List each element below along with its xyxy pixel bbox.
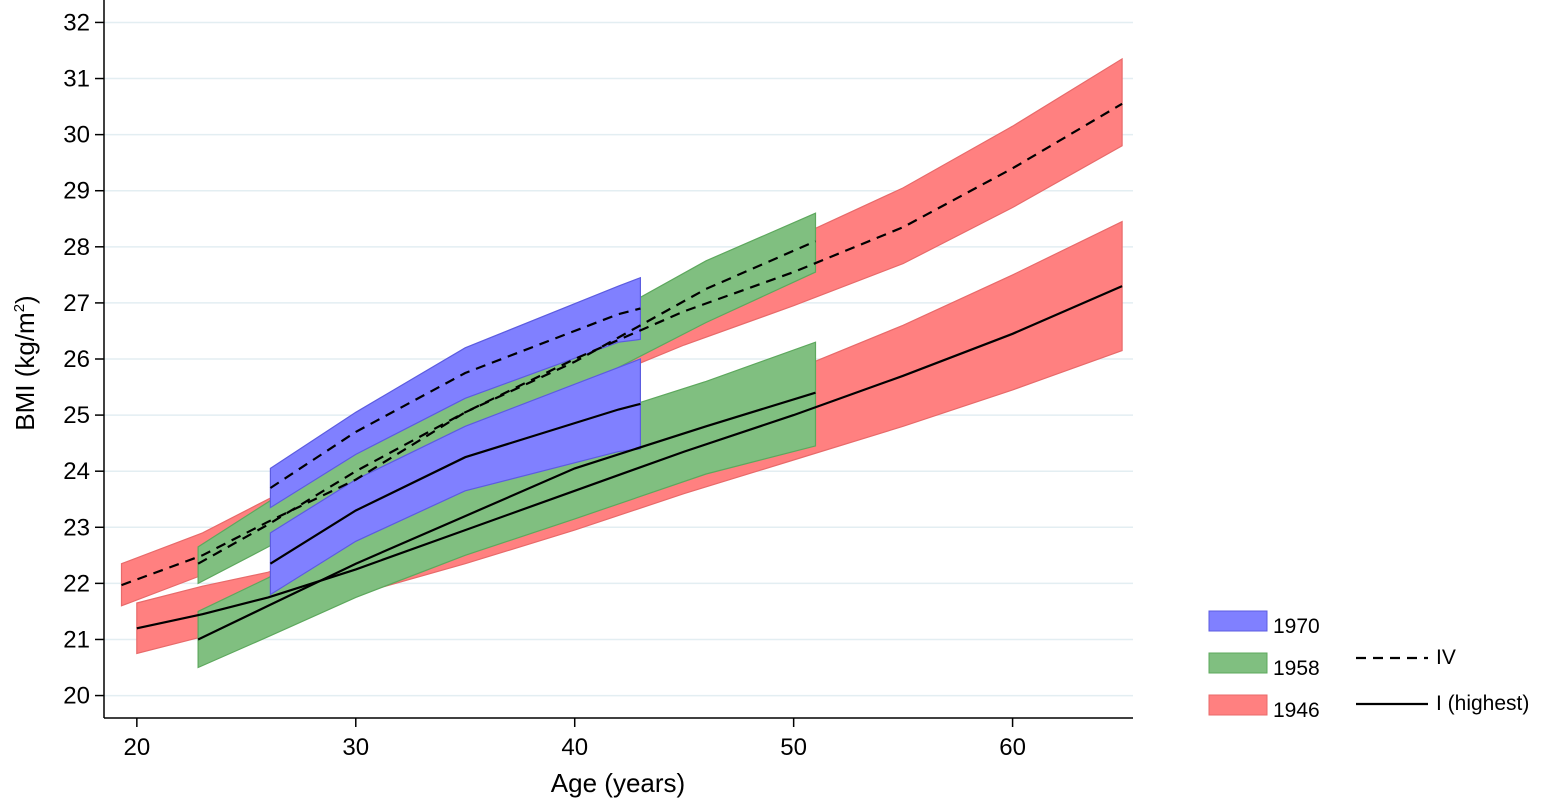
line-1970-dashed [269, 307, 641, 489]
line-1958-dashed [197, 240, 816, 565]
legend-line-label-solid: I (highest) [1436, 692, 1529, 715]
y-tick-label-31: 31 [63, 66, 90, 93]
x-tick-label-60: 60 [999, 734, 1026, 761]
y-tick-label-20: 20 [63, 683, 90, 710]
y-axis-title-main: BMI (kg/m [10, 312, 40, 430]
y-tick-label-30: 30 [63, 122, 90, 149]
y-tick-label-26: 26 [63, 346, 90, 373]
legend-label-1946: 1946 [1273, 699, 1320, 722]
x-tick-label-50: 50 [780, 734, 807, 761]
y-tick-label-32: 32 [63, 9, 90, 36]
y-tick-label-24: 24 [63, 458, 90, 485]
y-tick-label-21: 21 [63, 626, 90, 653]
line-1970-solid [269, 402, 641, 565]
y-tick-label-22: 22 [63, 570, 90, 597]
y-tick-label-29: 29 [63, 178, 90, 205]
line-1946-dashed [121, 102, 1123, 587]
band-1970-solid [269, 358, 642, 596]
legend-swatch-1958 [1208, 652, 1268, 674]
axes: 20 21 22 23 24 25 26 27 28 29 30 31 32 20 30 40 50 60 [63, 0, 1133, 761]
series-lines [121, 102, 1123, 641]
y-tick-label-25: 25 [63, 402, 90, 429]
y-tick-label-27: 27 [63, 290, 90, 317]
legend-label-1958: 1958 [1273, 657, 1320, 680]
legend: 1970 1958 1946 IV I (highest) [1208, 610, 1529, 722]
y-axis-title: BMI (kg/m2) [10, 295, 40, 430]
legend-line-label-dashed: IV [1436, 646, 1456, 669]
line-1946-solid [136, 285, 1123, 630]
legend-swatch-1970 [1208, 610, 1268, 632]
x-tick-label-20: 20 [123, 734, 150, 761]
x-axis-title: Age (years) [551, 768, 685, 798]
band-1970-dashed [269, 276, 642, 509]
line-1958-solid [197, 391, 816, 641]
x-tick-label-40: 40 [561, 734, 588, 761]
y-tick-label-23: 23 [63, 514, 90, 541]
legend-label-1970: 1970 [1273, 615, 1320, 638]
y-axis-title-close: ) [10, 295, 40, 304]
y-axis-title-superscript: 2 [11, 304, 28, 312]
y-tick-label-28: 28 [63, 234, 90, 261]
confidence-bands [120, 57, 1123, 669]
legend-swatch-1946 [1208, 694, 1268, 716]
x-tick-label-30: 30 [342, 734, 369, 761]
